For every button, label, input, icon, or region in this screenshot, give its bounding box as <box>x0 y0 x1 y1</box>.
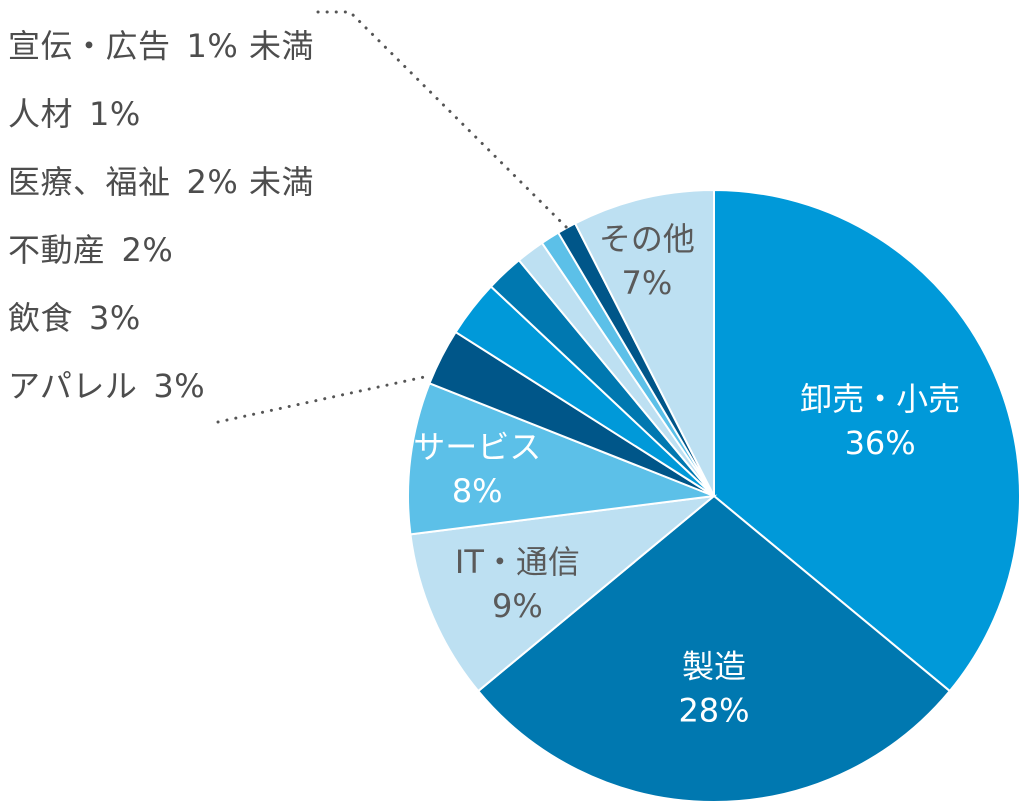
legend-item-apparel: アパレル 3% <box>8 370 205 402</box>
pie-slices <box>407 188 1021 803</box>
leader-line <box>216 374 432 424</box>
legend-label: 人材 <box>8 95 74 133</box>
slice-value: 9% <box>492 587 543 625</box>
slice-category: サービス <box>413 428 541 466</box>
pie-slice <box>476 494 952 803</box>
legend-item-staffing: 人材 1% <box>8 98 141 130</box>
legend-item-medical-welfare: 医療、福祉 2% 未満 <box>8 166 314 198</box>
legend-value: 3% <box>153 367 206 405</box>
pie-slice <box>713 188 1021 693</box>
slice-value: 36% <box>845 424 916 462</box>
legend-value: 1% 未満 <box>186 27 314 65</box>
slice-category: 卸売・小売 <box>800 380 960 418</box>
slice-label: サービス 8% <box>413 428 541 510</box>
legend-value: 3% <box>89 299 141 337</box>
pie-slice <box>573 188 715 497</box>
legend-item-advertising: 宣伝・広告 1% 未満 <box>8 30 314 62</box>
pie-slice <box>409 494 718 693</box>
slice-labels: 卸売・小売 36% 製造 28% IT・通信 9% サービス 8% その他 7% <box>413 220 960 730</box>
slice-category: その他 <box>599 220 695 258</box>
legend-value: 1% <box>89 95 141 133</box>
legend-value: 2% <box>121 231 174 269</box>
leader-line <box>316 10 571 231</box>
legend-label: 飲食 <box>8 299 74 337</box>
legend-label: アパレル <box>8 367 138 405</box>
slice-category: 製造 <box>682 648 746 686</box>
legend-item-real-estate: 不動産 2% <box>8 234 173 266</box>
legend-label: 宣伝・広告 <box>8 27 171 65</box>
legend-label: 医療、福祉 <box>8 163 171 201</box>
legend-label: 不動産 <box>8 231 106 269</box>
slice-value: 8% <box>452 472 503 510</box>
legend-value: 2% 未満 <box>186 163 314 201</box>
legend-item-food-service: 飲食 3% <box>8 302 141 334</box>
slice-value: 7% <box>621 264 672 302</box>
slice-category: IT・通信 <box>455 543 580 581</box>
slice-label: 卸売・小売 36% <box>800 380 960 462</box>
leader-lines <box>216 10 571 424</box>
slice-label: IT・通信 9% <box>455 543 580 625</box>
slice-label: 製造 28% <box>678 648 749 730</box>
pie-slice <box>407 382 715 536</box>
slice-value: 28% <box>678 692 749 730</box>
slice-label: その他 7% <box>599 220 695 302</box>
